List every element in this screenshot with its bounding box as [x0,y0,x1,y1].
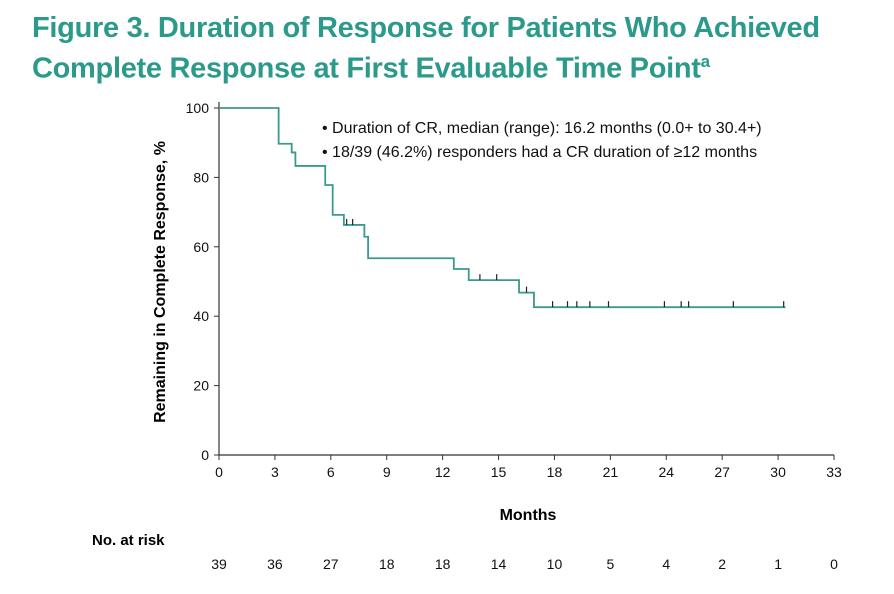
axes: 0 3 6 9 12 15 18 21 24 27 30 33 0 20 40 60 80 100 [186,100,842,480]
y-tick-label: 100 [186,100,210,116]
x-tick-label: 30 [770,464,786,480]
risk-count: 1 [774,556,782,572]
x-tick-label: 6 [327,464,335,480]
x-tick-label: 33 [826,464,842,480]
y-tick-label: 20 [193,378,209,394]
annotation-1: • Duration of CR, median (range): 16.2 m… [322,120,762,137]
x-tick-label: 15 [491,464,507,480]
risk-count: 27 [323,556,339,572]
survival-line [219,107,786,309]
y-tick-label: 80 [193,169,209,185]
figure-title: Figure 3. Duration of Response for Patie… [32,12,820,86]
title-line-1: Figure 3. Duration of Response for Patie… [32,12,820,44]
x-tick-label: 9 [383,464,391,480]
x-tick-label: 0 [215,464,223,480]
risk-table: 39 36 27 18 18 14 10 5 4 2 1 0 [211,556,838,572]
y-tick-label: 40 [193,308,209,324]
title-line-2: Complete Response at First Evaluable Tim… [32,52,701,85]
risk-count: 0 [830,556,838,572]
risk-count: 2 [718,556,726,572]
x-tick-label: 12 [435,464,451,480]
y-axis-label: Remaining in Complete Response, % [152,141,169,423]
risk-count: 36 [267,556,283,572]
risk-count: 18 [435,556,451,572]
annotation-2: • 18/39 (46.2%) responders had a CR dura… [322,144,757,161]
x-tick-label: 3 [271,464,279,480]
title-footnote-mark: a [700,52,710,71]
x-tick-label: 21 [603,464,619,480]
x-tick-label: 27 [714,464,730,480]
risk-table-label: No. at risk [92,532,165,549]
risk-count: 39 [211,556,227,572]
y-tick-label: 0 [201,447,209,463]
risk-count: 14 [491,556,507,572]
x-tick-label: 18 [547,464,563,480]
risk-count: 18 [379,556,395,572]
x-axis-label: Months [500,507,557,524]
risk-count: 10 [547,556,563,572]
y-tick-label: 60 [193,239,209,255]
km-curve [219,107,786,309]
x-tick-label: 24 [658,464,674,480]
risk-count: 4 [662,556,670,572]
risk-count: 5 [606,556,614,572]
